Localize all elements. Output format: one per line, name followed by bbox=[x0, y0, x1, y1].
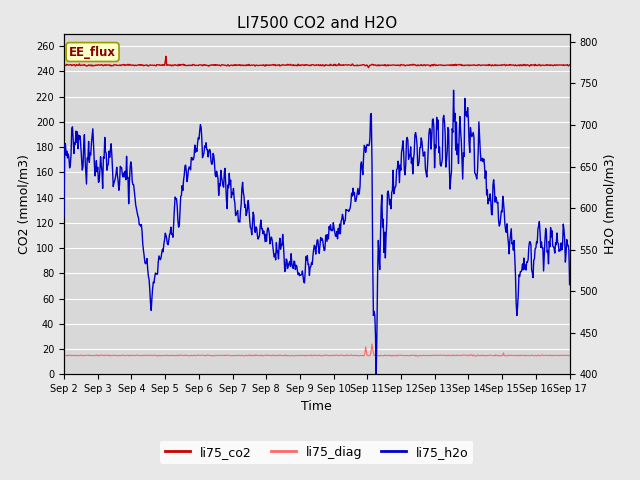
Y-axis label: H2O (mmol/m3): H2O (mmol/m3) bbox=[604, 154, 616, 254]
Text: EE_flux: EE_flux bbox=[69, 46, 116, 59]
Y-axis label: CO2 (mmol/m3): CO2 (mmol/m3) bbox=[17, 154, 30, 254]
X-axis label: Time: Time bbox=[301, 400, 332, 413]
Legend: li75_co2, li75_diag, li75_h2o: li75_co2, li75_diag, li75_h2o bbox=[160, 441, 474, 464]
Title: LI7500 CO2 and H2O: LI7500 CO2 and H2O bbox=[237, 16, 397, 31]
